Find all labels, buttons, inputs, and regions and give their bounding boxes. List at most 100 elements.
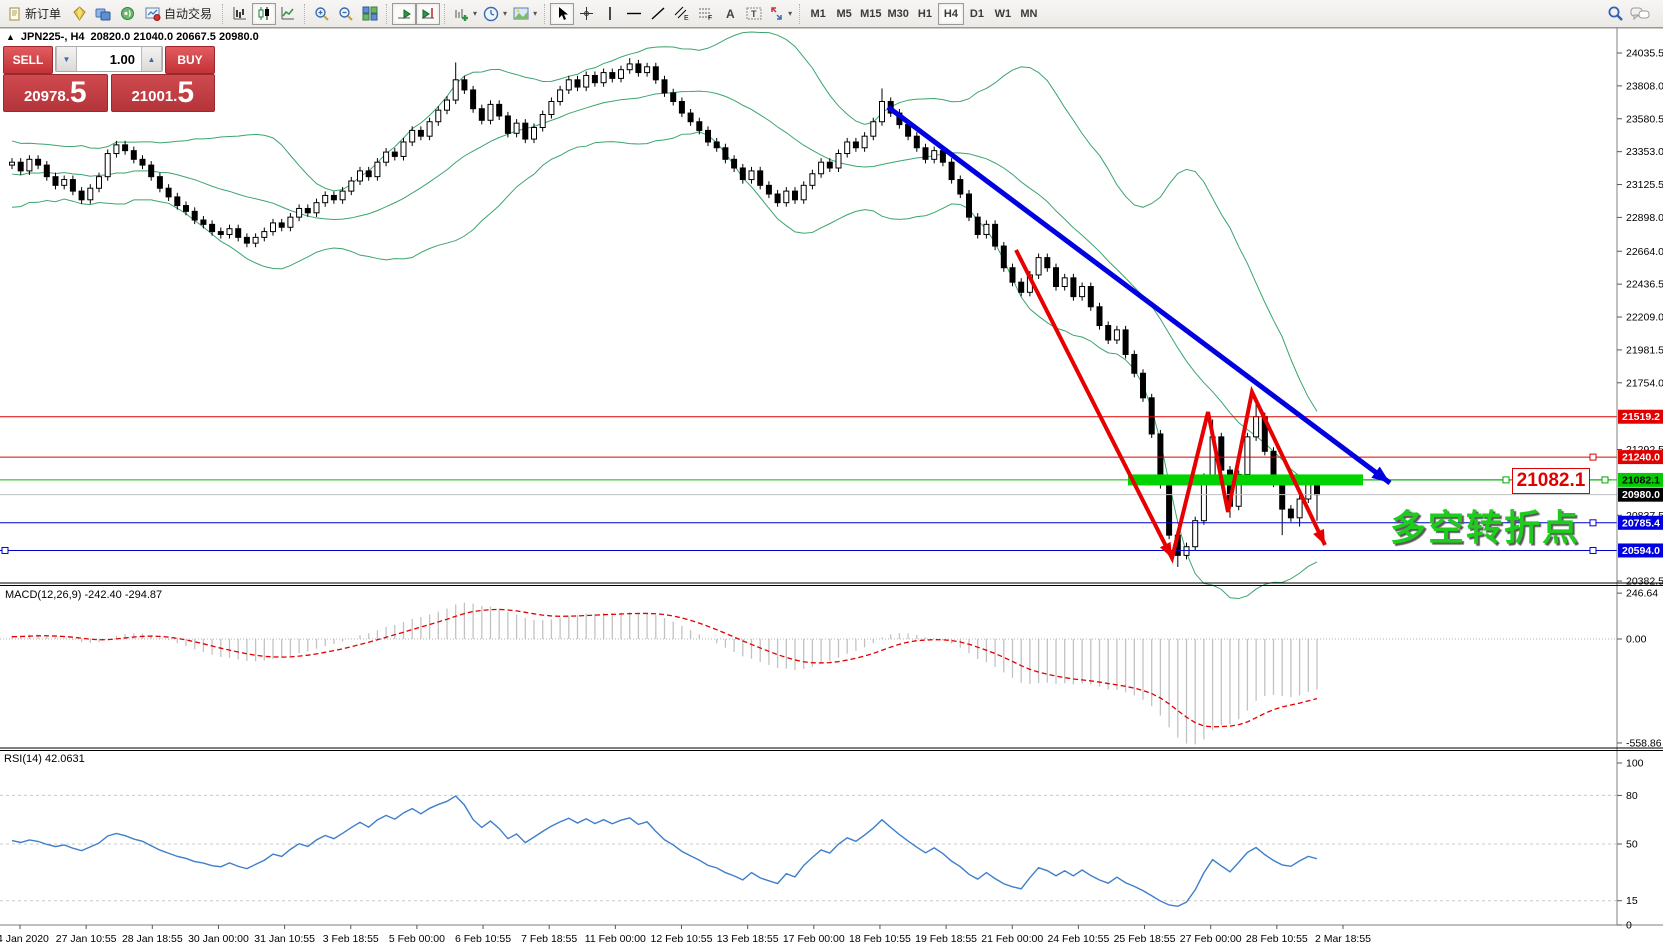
equidistant-channel-tool-button[interactable]: E: [670, 3, 694, 25]
price-tick-label: 23353.0: [1626, 146, 1663, 158]
timeframe-m15-button[interactable]: M15: [857, 3, 884, 25]
price-tick-label: 23580.5: [1626, 113, 1663, 125]
price-axis: 24035.5 23808.0 23580.5 23353.0 23125.5 22898…: [1617, 48, 1663, 588]
buy-button[interactable]: BUY: [165, 46, 215, 74]
macd-histogram: [0, 602, 1617, 745]
new-order-button[interactable]: 新订单: [2, 3, 67, 25]
chart-shift-button[interactable]: [416, 2, 441, 25]
periods-button[interactable]: ▾: [480, 3, 510, 25]
auto-trading-button[interactable]: 自动交易: [139, 3, 218, 25]
time-tick-label: 2 Mar 18:55: [1315, 933, 1371, 945]
indicators-dropdown-arrow[interactable]: ▾: [473, 9, 478, 18]
level-lines[interactable]: [0, 416, 1617, 554]
zoom-in-button[interactable]: [310, 3, 334, 25]
search-button[interactable]: [1603, 3, 1627, 25]
templates-button[interactable]: ▾: [510, 3, 540, 25]
text-tool-button[interactable]: A: [718, 3, 742, 25]
rsi-axis: 100 80 50 15 0: [1617, 758, 1644, 932]
timeframe-m5-button[interactable]: M5: [831, 3, 857, 25]
sell-button[interactable]: SELL: [3, 46, 53, 74]
zoom-out-icon: [339, 6, 353, 21]
level-price-callout[interactable]: 21082.1: [1512, 468, 1590, 494]
macd-tick-label: 246.64: [1626, 588, 1658, 600]
price-tick-label: 22898.0: [1626, 212, 1663, 224]
price-chip: [1618, 515, 1663, 530]
price-chip-label: 20594.0: [1622, 545, 1660, 557]
windows-icon: [95, 8, 111, 21]
symbol-ohlc-values: 20820.0 21040.0 20667.5 20980.0: [90, 31, 259, 43]
red-zigzag-line: [1014, 249, 1327, 564]
line-chart-button[interactable]: [276, 3, 300, 25]
trend-arrows[interactable]: [886, 104, 1392, 564]
chat-button[interactable]: [1627, 3, 1653, 25]
arrows-dropdown-arrow[interactable]: ▾: [788, 9, 793, 18]
macd-tick-label: 0.00: [1626, 634, 1647, 646]
buy-price-display[interactable]: 21001. 5: [110, 74, 215, 112]
fibonacci-tool-button[interactable]: F: [694, 3, 718, 25]
sell-price-display[interactable]: 20978. 5: [3, 74, 108, 112]
search-icon: [1608, 6, 1623, 21]
bar-chart-button[interactable]: [228, 3, 252, 25]
trendline-tool-button[interactable]: [646, 3, 670, 25]
zoom-in-icon: [315, 6, 329, 21]
auto-trading-label: 自动交易: [164, 7, 213, 21]
time-tick-label: 27 Jan 10:55: [56, 933, 117, 945]
cursor-tool-button[interactable]: [550, 2, 575, 25]
timeframe-w1-button[interactable]: W1: [990, 3, 1016, 25]
timeframe-d1-button[interactable]: D1: [964, 3, 990, 25]
volume-increase-button[interactable]: ▲: [141, 47, 162, 71]
timeframe-mn-button[interactable]: MN: [1016, 3, 1042, 25]
macd-signal-line: [11, 608, 1318, 728]
auto-scroll-button[interactable]: [392, 2, 417, 25]
timeframe-m1-button[interactable]: M1: [805, 3, 831, 25]
market-watch-button[interactable]: [67, 3, 91, 25]
zoom-out-button[interactable]: [334, 3, 358, 25]
timeframe-h1-button[interactable]: H1: [912, 3, 938, 25]
template-icon: [513, 7, 529, 20]
timeframe-m30-button[interactable]: M30: [885, 3, 912, 25]
price-tick-label: 22664.0: [1626, 246, 1663, 258]
periods-dropdown-arrow[interactable]: ▾: [503, 9, 508, 18]
text-label-tool-button[interactable]: T: [742, 3, 766, 25]
indicators-button[interactable]: ▾: [450, 3, 480, 25]
tile-windows-button[interactable]: [358, 3, 382, 25]
price-tick-label: 22209.0: [1626, 312, 1663, 324]
rsi-tick-label: 100: [1626, 758, 1644, 770]
crosshair-tool-button[interactable]: [574, 3, 598, 25]
templates-dropdown-arrow[interactable]: ▾: [533, 9, 538, 18]
time-tick-label: 25 Feb 18:55: [1114, 933, 1176, 945]
price-tick-label: 21981.5: [1626, 344, 1663, 356]
sound-icon: [120, 7, 134, 20]
candlestick-layer: [9, 58, 1320, 567]
time-tick-label: 12 Feb 10:55: [651, 933, 713, 945]
arrows-tool-button[interactable]: ▾: [766, 3, 795, 25]
volume-input[interactable]: 1.00: [109, 51, 135, 67]
fibonacci-icon: F: [699, 8, 712, 21]
time-tick-label: 18 Feb 10:55: [849, 933, 911, 945]
horizontal-line-tool-button[interactable]: [622, 3, 646, 25]
vertical-line-tool-button[interactable]: [598, 3, 622, 25]
turning-point-annotation[interactable]: 多空转折点: [1390, 507, 1581, 548]
navigator-button[interactable]: [91, 3, 115, 25]
volume-decrease-button[interactable]: ▼: [56, 47, 77, 71]
svg-text:E: E: [684, 15, 689, 21]
auto-scroll-icon: [398, 9, 411, 19]
time-tick-label: 5 Feb 00:00: [389, 933, 445, 945]
sound-button[interactable]: [115, 3, 139, 25]
price-tick-label: 23125.5: [1626, 179, 1663, 191]
timeframe-h4-button[interactable]: H4: [937, 2, 964, 25]
time-tick-label: 13 Feb 18:55: [717, 933, 779, 945]
blue-downtrend-line: [886, 104, 1392, 486]
rsi-tick-label: 50: [1626, 839, 1638, 851]
time-axis[interactable]: 24 Jan 2020 27 Jan 10:55 28 Jan 18:55 30 Ja…: [0, 925, 1371, 945]
crosshair-icon: [579, 7, 593, 20]
price-chip: [1618, 543, 1663, 558]
candlestick-chart-button[interactable]: [252, 2, 277, 25]
time-tick-label: 24 Feb 10:55: [1047, 933, 1109, 945]
price-chip: [1618, 450, 1663, 465]
price-tick-label: 20382.5: [1626, 576, 1663, 588]
new-order-label: 新订单: [25, 7, 62, 21]
price-chip-label: 21082.1: [1622, 474, 1660, 486]
time-tick-label: 27 Feb 00:00: [1180, 933, 1242, 945]
